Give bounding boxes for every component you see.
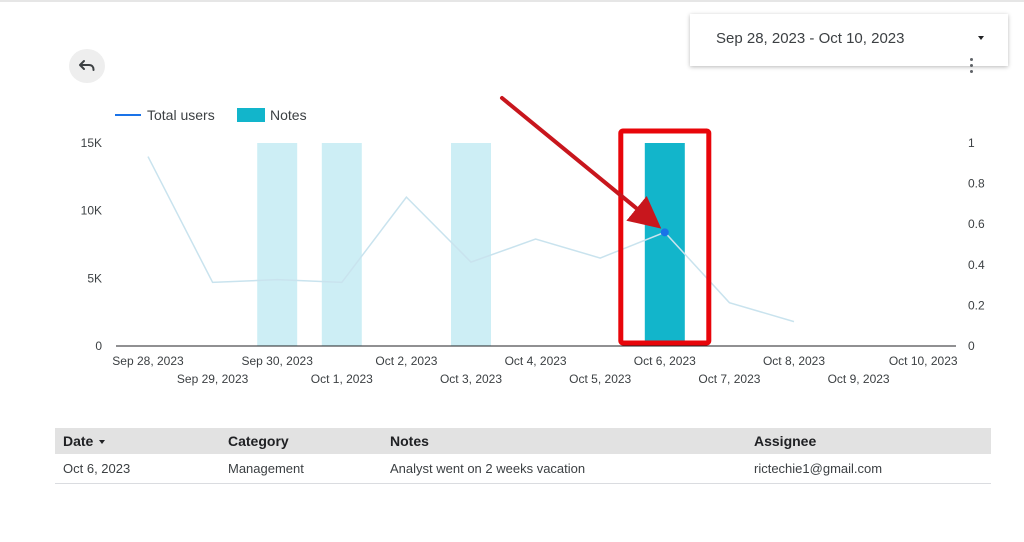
column-header-date[interactable]: Date (55, 428, 220, 454)
column-header-notes[interactable]: Notes (382, 428, 746, 454)
x-tick-oct-10-2023: Oct 10, 2023 (889, 354, 958, 368)
total-users-notes-chart: 0 5K 10K 15K 0 0.2 0.4 0.6 0.8 1 Sep 28, 2023 Sep 2… (81, 96, 985, 386)
column-header-date-label: Date (63, 433, 94, 449)
y-right-tick-1: 1 (968, 136, 975, 150)
more-options-button[interactable] (962, 55, 982, 75)
line-total-users (147, 156, 795, 323)
column-header-category-label: Category (228, 433, 289, 449)
y-right-tick-0-8: 0.8 (968, 177, 985, 191)
caret-down-icon (978, 36, 984, 40)
y-right-tick-0-2: 0.2 (968, 298, 985, 312)
x-tick-oct-1-2023: Oct 1, 2023 (311, 372, 373, 386)
x-tick-oct-2-2023: Oct 2, 2023 (375, 354, 437, 368)
date-range-picker[interactable]: Sep 28, 2023 - Oct 10, 2023 (690, 14, 1008, 66)
y-right-tick-0-6: 0.6 (968, 217, 985, 231)
x-tick-oct-3-2023: Oct 3, 2023 (440, 372, 502, 386)
annotation-arrow (500, 96, 662, 229)
x-tick-sep-30-2023: Sep 30, 2023 (241, 354, 313, 368)
x-tick-sep-29-2023: Sep 29, 2023 (177, 372, 249, 386)
highlight-box (618, 128, 712, 346)
notes-table: Date Category Notes Assignee Oct 6, 2023… (55, 428, 991, 484)
top-divider (0, 0, 1024, 2)
bar-notes-oct-6-2023 (644, 143, 685, 346)
column-header-assignee-label: Assignee (754, 433, 817, 449)
date-range-label: Sep 28, 2023 - Oct 10, 2023 (716, 30, 905, 47)
y-right-tick-0: 0 (968, 339, 975, 353)
y-left-tick-5k: 5K (87, 271, 102, 285)
column-header-notes-label: Notes (390, 433, 429, 449)
y-left-tick-0: 0 (95, 339, 102, 353)
bar-notes-oct-1-2023 (321, 143, 362, 346)
x-tick-sep-28-2023: Sep 28, 2023 (112, 354, 184, 368)
legend-swatch-notes (237, 108, 265, 122)
table-row[interactable]: Oct 6, 2023 Management Analyst went on 2… (55, 454, 991, 484)
y-left-tick-10k: 10K (81, 204, 102, 218)
x-tick-oct-8-2023: Oct 8, 2023 (763, 354, 825, 368)
column-header-assignee[interactable]: Assignee (746, 428, 991, 454)
y-left-tick-15k: 15K (81, 136, 102, 150)
cell-date: Oct 6, 2023 (55, 454, 220, 484)
x-tick-oct-6-2023: Oct 6, 2023 (634, 354, 696, 368)
x-tick-oct-5-2023: Oct 5, 2023 (569, 372, 631, 386)
x-tick-oct-9-2023: Oct 9, 2023 (828, 372, 890, 386)
highlight-point (660, 228, 669, 237)
y-right-tick-0-4: 0.4 (968, 258, 985, 272)
table-header-row: Date Category Notes Assignee (55, 428, 991, 454)
x-tick-oct-4-2023: Oct 4, 2023 (505, 354, 567, 368)
x-tick-oct-7-2023: Oct 7, 2023 (698, 372, 760, 386)
legend-label-total-users: Total users (147, 107, 215, 123)
bar-notes-oct-3-2023 (451, 143, 491, 346)
cell-category: Management (220, 454, 382, 484)
sort-desc-icon (99, 440, 106, 445)
undo-button[interactable] (69, 49, 105, 83)
undo-icon (79, 60, 95, 71)
cell-assignee: rictechie1@gmail.com (746, 454, 991, 484)
legend-label-notes: Notes (270, 107, 307, 123)
bar-notes-sep-30-2023 (257, 143, 298, 346)
cell-notes: Analyst went on 2 weeks vacation (382, 454, 746, 484)
column-header-category[interactable]: Category (220, 428, 382, 454)
